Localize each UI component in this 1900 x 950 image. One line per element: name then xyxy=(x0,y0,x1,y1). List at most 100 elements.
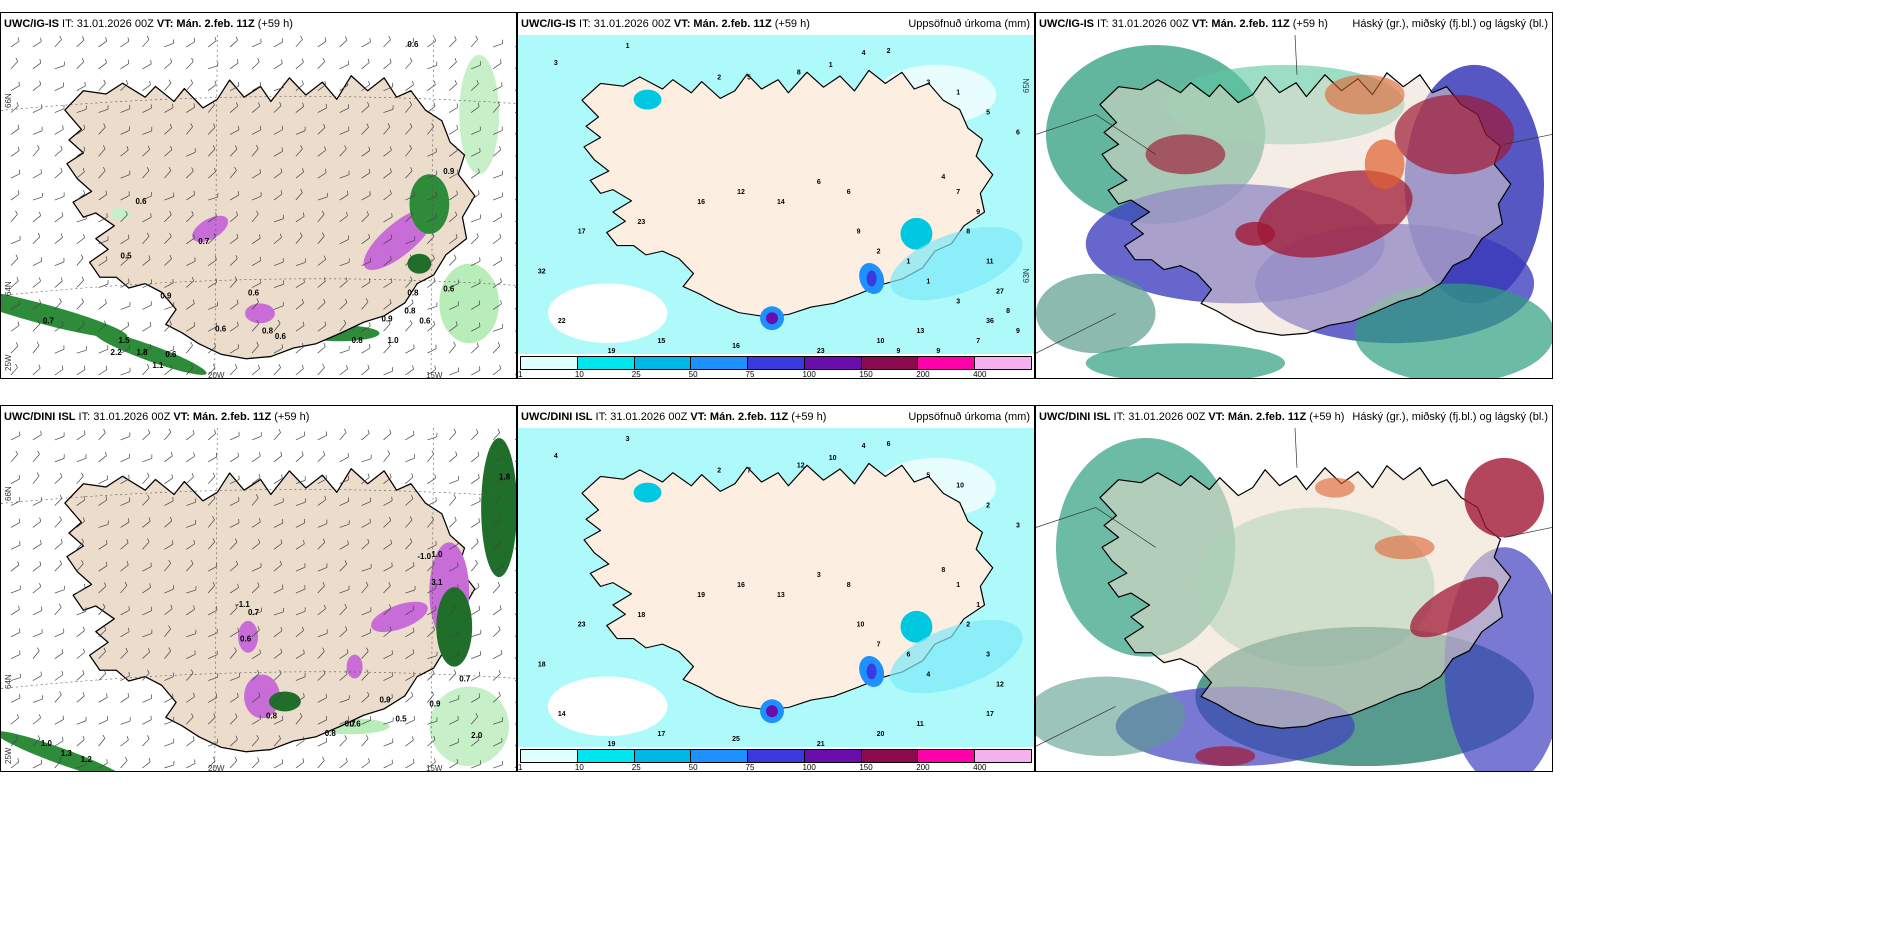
precip-label: 9 xyxy=(936,348,940,354)
snow-depth-label: 0.6 xyxy=(275,332,287,341)
snow-depth-label: 0.9 xyxy=(382,314,394,323)
precip-label: 13 xyxy=(777,592,785,599)
snow-depth-label: 0.7 xyxy=(248,608,260,617)
precip-label: 5 xyxy=(747,75,751,82)
colorbar-swatch xyxy=(975,750,1032,762)
precip-label: 17 xyxy=(986,711,994,718)
colorbar-swatch xyxy=(918,357,976,369)
precip-label: 4 xyxy=(554,453,558,460)
precip-label: 12 xyxy=(797,463,805,470)
field-title: Háský (gr.), miðský (fj.bl.) og lágský (… xyxy=(1352,18,1548,30)
lon-label: 20W xyxy=(208,764,225,772)
iceland-landmass xyxy=(64,75,476,360)
snow-depth-label: 0.6 xyxy=(135,197,147,206)
precip-label: 3 xyxy=(956,298,960,305)
valid-time: Mán. 2.feb. 11Z xyxy=(706,411,789,423)
snow-depth-label: 0.6 xyxy=(215,324,227,333)
colorbar-swatch xyxy=(577,357,635,369)
precip-label: 4 xyxy=(862,443,866,450)
precip-label: 2 xyxy=(887,48,891,55)
snow-depth-label: 0.8 xyxy=(352,336,364,345)
precip-label: 8 xyxy=(847,582,851,589)
colorbar-label: 25 xyxy=(631,763,641,772)
precip-label: 8 xyxy=(941,567,945,574)
snow-depth-label: 1.0 xyxy=(41,739,53,748)
colorbar-swatch xyxy=(861,750,919,762)
precip-label: 7 xyxy=(877,642,881,649)
vt-label: VT: xyxy=(1208,411,1225,423)
precip-label: 18 xyxy=(538,662,546,669)
precip-label: 2 xyxy=(986,503,990,510)
precip-label: 19 xyxy=(608,348,616,354)
init-time: IT: 31.01.2026 00Z xyxy=(75,411,174,423)
snow-depth-label: 1.1 xyxy=(152,361,164,370)
panel-snow-igis: UWC/IG-IS IT: 31.01.2026 00Z VT: Mán. 2.… xyxy=(0,12,517,379)
colorbar-swatch xyxy=(748,357,805,369)
precip-colorbar: 1 10 25 50 75 100 150 200 400 xyxy=(518,354,1034,378)
lat-label: 63N xyxy=(1022,268,1031,283)
precip-label: 1 xyxy=(956,90,960,97)
panel-precip-dini: UWC/DINI ISL IT: 31.01.2026 00Z VT: Mán.… xyxy=(517,405,1035,772)
panel-clouds-dini: UWC/DINI ISL IT: 31.01.2026 00Z VT: Mán.… xyxy=(1035,405,1553,772)
precip-label: 17 xyxy=(657,731,665,738)
precip-label: 12 xyxy=(737,189,745,196)
colorbar-label: 150 xyxy=(859,370,873,379)
snow-depth-label: 0.8 xyxy=(262,326,274,335)
precip-label: 12 xyxy=(996,681,1004,688)
lat-label: 65N xyxy=(1022,78,1031,93)
snow-depth-label: 1.8 xyxy=(136,348,148,357)
model-name: UWC/IG-IS xyxy=(1039,18,1094,30)
precip-label: 9 xyxy=(976,209,980,216)
lead-time: (+59 h) xyxy=(788,411,827,423)
precip-label: 27 xyxy=(996,288,1004,295)
precip-label: 23 xyxy=(638,219,646,226)
colorbar-swatch xyxy=(634,750,692,762)
iceland-landmass xyxy=(1099,465,1512,729)
precip-label: 3 xyxy=(817,572,821,579)
panel-precip-igis: UWC/IG-IS IT: 31.01.2026 00Z VT: Mán. 2.… xyxy=(517,12,1035,379)
model-name: UWC/DINI ISL xyxy=(521,411,593,423)
map-precip-bottom: 3 4 2 7 12 10 4 6 5 10 2 3 8 1 1 2 3 12 17 11 20 21 25 17 19 14 18… xyxy=(518,428,1034,747)
precip-label: 5 xyxy=(986,110,990,117)
snow-depth-label: 1.0 xyxy=(431,550,443,559)
precip-label: 9 xyxy=(1016,328,1020,335)
precip-label: 4 xyxy=(941,174,945,181)
lon-label: 25W xyxy=(4,747,13,764)
precip-label: 7 xyxy=(956,189,960,196)
lat-label: 66N xyxy=(4,93,13,108)
lat-label: 64N xyxy=(4,281,13,296)
snow-depth-label: 2.2 xyxy=(111,348,123,357)
snow-depth-label: 0.5 xyxy=(121,252,133,261)
lead-time: (+59 h) xyxy=(771,18,810,30)
precip-label: 3 xyxy=(554,60,558,67)
colorbar-swatch xyxy=(804,750,862,762)
precip-label: 10 xyxy=(829,455,837,462)
map-precip-top: 1 3 2 5 8 1 4 2 3 1 5 6 4 7 9 8 11 27 36 13 10 23 16 15 19 22 32 17… xyxy=(518,35,1034,354)
precip-label: 3 xyxy=(626,436,630,443)
precip-label: 3 xyxy=(926,80,930,87)
init-time: IT: 31.01.2026 00Z xyxy=(592,411,691,423)
precip-label: 16 xyxy=(697,199,705,206)
colorbar-swatch xyxy=(804,357,862,369)
snow-depth-label: 0.6 xyxy=(240,635,252,644)
precip-label: 22 xyxy=(558,318,566,325)
precip-label: 8 xyxy=(966,229,970,236)
colorbar-swatch xyxy=(521,357,578,369)
colorbar-swatch xyxy=(577,750,635,762)
precip-label: 5 xyxy=(926,473,930,480)
colorbar-label: 400 xyxy=(973,763,987,772)
precip-label: 6 xyxy=(1016,129,1020,136)
precip-label: 6 xyxy=(887,441,891,448)
vt-label: VT: xyxy=(1191,18,1209,30)
panel-clouds-igis: UWC/IG-IS IT: 31.01.2026 00Z VT: Mán. 2.… xyxy=(1035,12,1553,379)
snow-depth-label: 1.0 xyxy=(387,336,399,345)
map-clouds-top xyxy=(1036,35,1552,378)
colorbar-label: 10 xyxy=(574,370,584,379)
precip-label: 1 xyxy=(829,62,833,69)
precip-label: 10 xyxy=(956,483,964,490)
precip-label: 9 xyxy=(897,348,901,354)
map-svg xyxy=(1036,428,1552,771)
precip-label: 16 xyxy=(732,343,740,350)
lon-label: 20W xyxy=(208,371,225,379)
colorbar-swatch xyxy=(691,750,749,762)
